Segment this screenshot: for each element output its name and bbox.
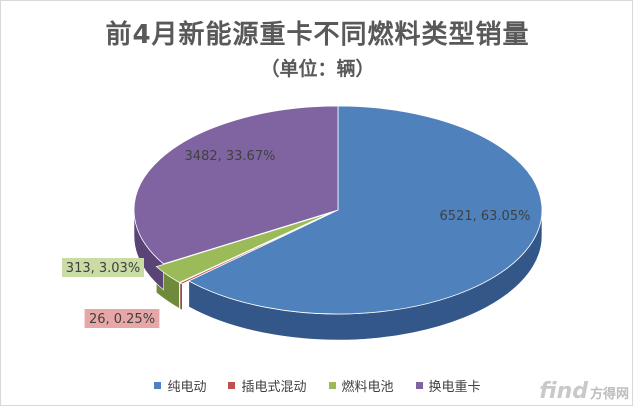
chart-subtitle: （单位：辆）: [260, 58, 375, 80]
data-label-swap: 3482, 33.67%: [185, 149, 276, 164]
chart-title: 前4月新能源重卡不同燃料类型销量: [105, 20, 530, 50]
data-label-fcev: 313, 3.03%: [66, 261, 140, 276]
legend-swatch: [228, 382, 236, 389]
legend-swatch: [415, 382, 423, 389]
watermark-logo: find 方得网: [539, 379, 629, 404]
legend-label: 纯电动: [167, 380, 207, 395]
legend-item-phev: 插电式混动: [228, 376, 307, 395]
legend-item-swap: 换电重卡: [415, 376, 481, 395]
legend-item-bev: 纯电动: [154, 376, 206, 395]
legend-label: 换电重卡: [428, 380, 481, 395]
pie-side-phev: [179, 282, 183, 311]
pie-slice-fcev: [155, 212, 331, 283]
data-label-phev: 26, 0.25%: [89, 312, 155, 327]
legend-swatch: [154, 382, 162, 389]
legend-label: 燃料电池: [341, 380, 394, 395]
pie-slice-swap: [133, 105, 339, 265]
data-label-bev: 6521, 63.05%: [440, 209, 531, 224]
data-label-box-fcev: [62, 258, 144, 277]
data-label-box-phev: [84, 309, 160, 328]
pie-slice-bev: [187, 105, 543, 315]
watermark-brand: find: [539, 379, 588, 404]
legend-label: 插电式混动: [241, 380, 307, 395]
pie-tops: [133, 105, 543, 315]
chart-legend: 纯电动 插电式混动 燃料电池 换电重卡: [0, 376, 635, 395]
legend-swatch: [328, 382, 336, 389]
watermark-brand-cn: 方得网: [589, 387, 629, 402]
pie-slice-phev: [179, 212, 332, 285]
legend-item-fcev: 燃料电池: [328, 376, 394, 395]
